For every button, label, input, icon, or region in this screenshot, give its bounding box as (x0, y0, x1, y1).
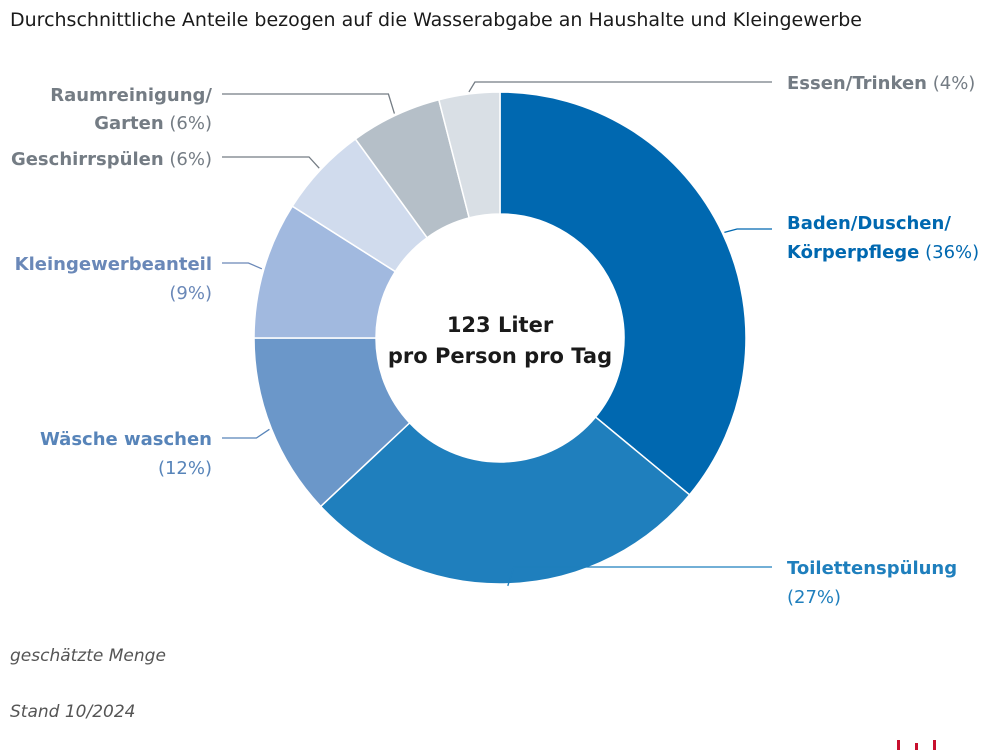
slice-label-raumreinigung-garten: Raumreinigung/ (50, 85, 212, 106)
slice-essen-trinken (437, 91, 501, 219)
slice-label-toilettenspülung: Toilettenspülung (787, 558, 957, 579)
leader-line-toilettenspülung (507, 566, 772, 587)
brand-logo (897, 740, 936, 750)
note-date: Stand 10/2024 (10, 702, 136, 722)
leader-lines (222, 81, 772, 587)
leader-line-kleingewerbeanteil (222, 262, 263, 270)
slice-baden-duschen-körperpflege (499, 91, 747, 496)
chart-title: Durchschnittliche Anteile bezogen auf di… (10, 9, 862, 31)
slice-label-baden-duschen-körperpflege: Baden/Duschen/ (787, 213, 951, 234)
leader-line-essen-trinken (468, 81, 772, 93)
slice-label-essen-trinken: Essen/Trinken (4%) (787, 73, 975, 94)
slice-percent-wäsche-waschen: (12%) (158, 458, 212, 479)
slice-label-geschirrspülen: Geschirrspülen (6%) (11, 149, 212, 170)
leader-line-wäsche-waschen (222, 428, 270, 439)
leader-line-raumreinigung-garten (222, 93, 396, 114)
slice-label-raumreinigung-garten: Garten (6%) (94, 113, 212, 134)
slice-labels: Baden/Duschen/Körperpflege (36%) Toilette… (11, 73, 979, 608)
slice-label-kleingewerbeanteil: Kleingewerbeanteil (15, 254, 212, 275)
slice-toilettenspülung (319, 415, 691, 585)
slice-label-baden-duschen-körperpflege: Körperpflege (36%) (787, 242, 979, 263)
leader-line-baden-duschen-körperpflege (724, 228, 772, 234)
slice-percent-toilettenspülung: (27%) (787, 587, 841, 608)
center-label-liters: 123 Liter (447, 313, 554, 337)
note-estimated-amount: geschätzte Menge (10, 646, 166, 666)
leader-line-geschirrspülen (222, 156, 320, 169)
slice-label-wäsche-waschen: Wäsche waschen (40, 429, 212, 450)
slice-percent-kleingewerbeanteil: (9%) (169, 283, 212, 304)
donut-slices (253, 91, 747, 585)
center-label-per-person: pro Person pro Tag (388, 344, 612, 368)
